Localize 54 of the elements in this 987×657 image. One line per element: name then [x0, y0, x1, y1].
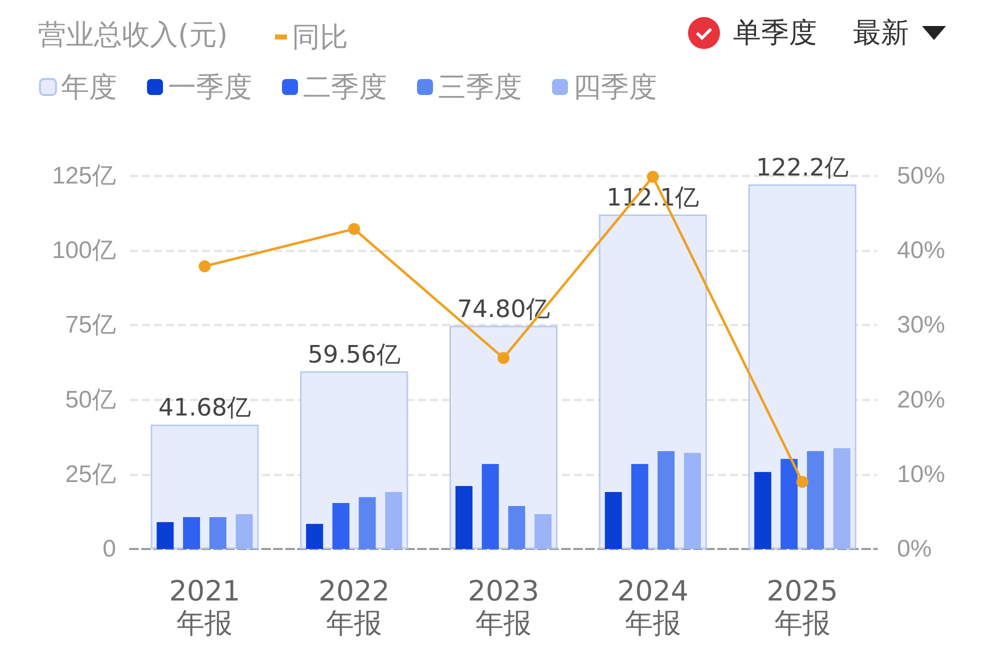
point	[498, 352, 510, 364]
legend-label: 四季度	[573, 70, 657, 104]
bar	[482, 464, 499, 549]
bar	[684, 452, 701, 549]
y-tick-label: 0	[102, 536, 116, 562]
bar	[604, 492, 622, 549]
bar	[385, 492, 402, 549]
y2-tick-label: 10%	[897, 460, 946, 488]
bar	[209, 517, 226, 549]
legend-label: 三季度	[438, 70, 522, 104]
x-tick-label: 2021 年报	[169, 574, 240, 640]
bar	[183, 517, 200, 549]
bar	[631, 464, 648, 549]
y-tick-label: 75亿	[65, 312, 116, 339]
bar	[455, 486, 472, 549]
y-tick-label: 50亿	[65, 386, 116, 414]
bar	[358, 497, 376, 549]
bar	[156, 522, 174, 549]
bar	[306, 524, 324, 549]
bar	[508, 506, 526, 549]
x-tick-label: 2024 年报	[617, 574, 689, 640]
text: 单季度	[733, 15, 817, 51]
bar	[780, 458, 798, 549]
x-tick-label: 2022 年报	[318, 574, 390, 640]
bar	[534, 514, 552, 549]
bar	[806, 451, 824, 549]
bar	[236, 514, 253, 549]
point	[348, 222, 360, 235]
legend-label: 同比	[292, 20, 348, 54]
point	[796, 476, 808, 488]
y2-tick-label: 0%	[897, 536, 932, 562]
y-tick-label: 125亿	[52, 162, 116, 190]
bar	[658, 451, 675, 549]
data-label: 59.56亿	[308, 340, 400, 368]
chart-title: 营业总收入(元)	[38, 17, 228, 53]
y2-tick-label: 30%	[897, 312, 946, 339]
y2-tick-label: 40%	[897, 237, 946, 264]
bar	[754, 472, 772, 549]
legend-label: 一季度	[168, 70, 252, 104]
point	[646, 170, 659, 183]
point	[198, 260, 211, 272]
text: 最新	[853, 15, 909, 51]
legend-label: 年度	[61, 70, 117, 104]
legend-label: 二季度	[303, 70, 387, 104]
y2-tick-label: 50%	[897, 162, 946, 190]
x-tick-label: 2025 年报	[766, 574, 838, 640]
y2-tick-label: 20%	[897, 386, 946, 414]
data-label: 41.68亿	[158, 394, 252, 422]
bar	[332, 503, 350, 549]
y-tick-label: 25亿	[65, 460, 116, 488]
data-label: 122.2亿	[756, 153, 849, 182]
x-tick-label: 2023 年报	[468, 574, 540, 640]
bar	[833, 448, 850, 549]
y-tick-label: 100亿	[52, 237, 116, 264]
